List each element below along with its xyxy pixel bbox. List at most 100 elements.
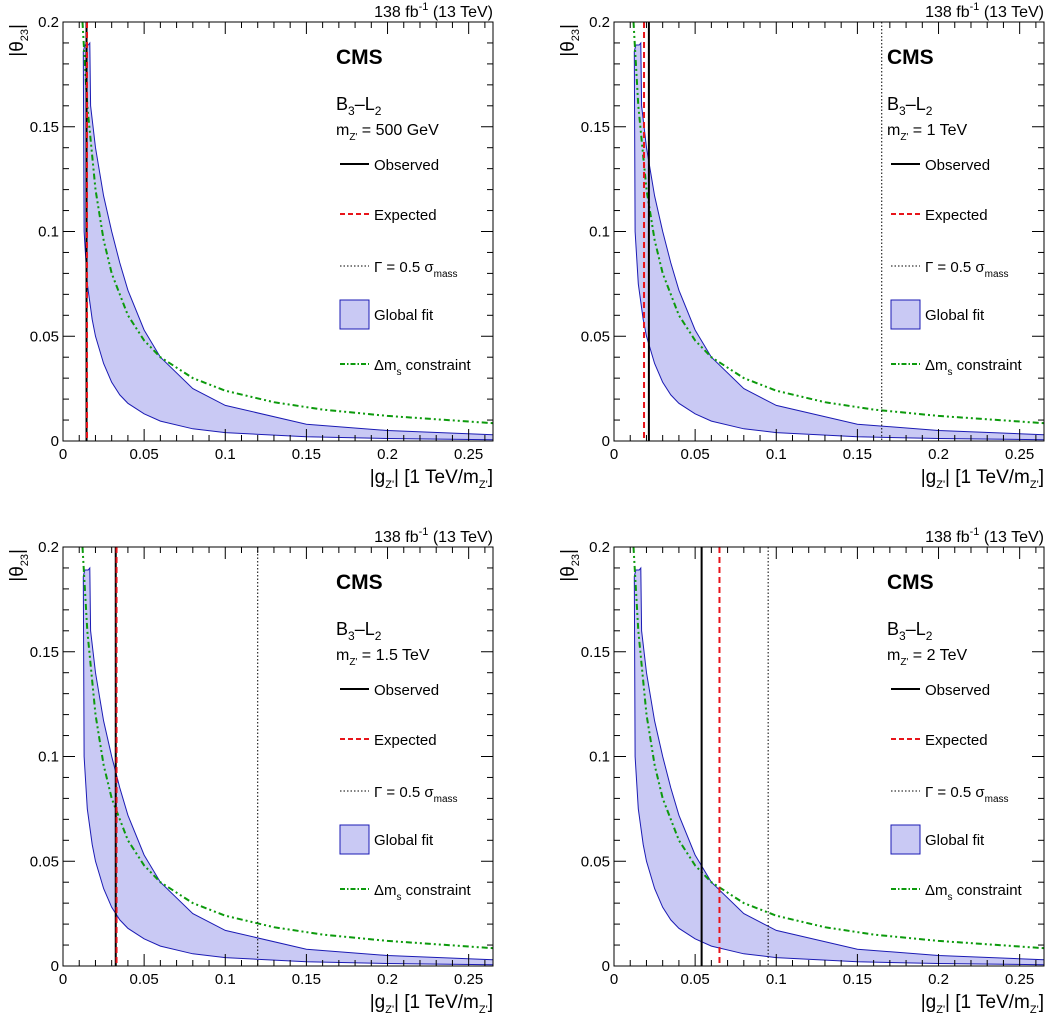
mass-label-part: = 1 TeV bbox=[908, 122, 967, 139]
legend-fit-label-part: Global fit bbox=[374, 832, 434, 849]
x-axis-title-part: | [1 TeV/m bbox=[394, 467, 479, 488]
legend-dms-label-part: Δm bbox=[374, 357, 397, 374]
lumi-energy-label: 138 fb-1 (13 TeV) bbox=[374, 1, 493, 21]
legend-dms-label-part: constraint bbox=[953, 357, 1023, 374]
x-tick-label-part: 0.15 bbox=[843, 971, 872, 988]
y-tick-label: 0.05 bbox=[581, 853, 610, 870]
x-tick-label-part: 0 bbox=[59, 971, 67, 988]
y-tick-label-part: 0.05 bbox=[581, 328, 610, 345]
model-label-part: B bbox=[336, 94, 348, 114]
y-tick-label-part: 0.15 bbox=[30, 119, 59, 136]
mass-label-part: Z' bbox=[349, 132, 357, 143]
lumi-energy-label-part: -1 bbox=[419, 526, 429, 538]
x-axis-title-part: ] bbox=[488, 467, 493, 488]
chart-panel-2: 0 0.05 0.1 0.15 0.2 0.2500.050.10.150.2|gZ'| … bbox=[558, 1, 1045, 491]
x-tick-label-part: 0.15 bbox=[292, 446, 321, 463]
mass-label: mZ' = 500 GeV bbox=[336, 122, 439, 143]
chart-panel-4: 0 0.05 0.1 0.15 0.2 0.2500.050.10.150.2|gZ'| … bbox=[558, 526, 1045, 1016]
y-tick-label: 0.05 bbox=[581, 328, 610, 345]
y-tick-label-part: 0.2 bbox=[589, 539, 610, 556]
x-axis-title: |gZ'| [1 TeV/mZ'] bbox=[370, 992, 493, 1016]
x-axis-title-part: Z' bbox=[385, 1004, 394, 1016]
x-tick-label-part: 0.05 bbox=[681, 446, 710, 463]
x-axis-title-part: Z' bbox=[385, 479, 394, 491]
mass-label: mZ' = 1.5 TeV bbox=[336, 647, 430, 668]
legend-fit-label: Global fit bbox=[925, 307, 985, 324]
x-tick-label-part: 0 bbox=[610, 971, 618, 988]
legend-dms-label-part: s bbox=[948, 892, 953, 903]
lumi-energy-label: 138 fb-1 (13 TeV) bbox=[374, 526, 493, 546]
cms-label-part: CMS bbox=[887, 46, 934, 69]
model-label-part: 3 bbox=[348, 104, 355, 118]
x-tick-label: 0.25 bbox=[454, 446, 483, 463]
y-tick-label: 0.1 bbox=[589, 224, 610, 241]
legend-dms-label-part: constraint bbox=[402, 357, 472, 374]
legend-width-label: Γ = 0.5 σmass bbox=[925, 259, 1009, 280]
chart-panel-1: 0 0.05 0.1 0.15 0.2 0.2500.050.10.150.2|gZ'| … bbox=[7, 1, 494, 491]
x-axis-title-part: Z' bbox=[1030, 479, 1039, 491]
model-label-part: 2 bbox=[926, 104, 933, 118]
lumi-energy-label-part: -1 bbox=[970, 526, 980, 538]
plot-area bbox=[81, 547, 493, 966]
dms-constraint-curve bbox=[81, 547, 493, 950]
y-tick-label-part: 0.2 bbox=[589, 14, 610, 31]
model-label-part: B bbox=[336, 619, 348, 639]
legend-fit-label-part: Global fit bbox=[925, 307, 985, 324]
mass-label-part: = 1.5 TeV bbox=[357, 647, 430, 664]
y-tick-label: 0.15 bbox=[581, 119, 610, 136]
x-tick-label-part: 0 bbox=[610, 446, 618, 463]
x-tick-label: 0 bbox=[610, 446, 618, 463]
lumi-energy-label-part: 138 fb bbox=[925, 4, 970, 21]
y-axis-title: |θ23| bbox=[7, 549, 31, 582]
y-tick-label-part: 0.15 bbox=[30, 644, 59, 661]
y-tick-label-part: 0.1 bbox=[38, 224, 59, 241]
legend-observed-label: Observed bbox=[374, 157, 439, 174]
legend-width-label: Γ = 0.5 σmass bbox=[925, 784, 1009, 805]
legend-width-label-part: Γ = 0.5 σ bbox=[374, 259, 434, 276]
x-tick-label: 0.2 bbox=[377, 446, 398, 463]
legend-width-label-part: Γ = 0.5 σ bbox=[925, 259, 985, 276]
legend-expected-label: Expected bbox=[374, 207, 437, 224]
legend-width-label-part: mass bbox=[434, 269, 458, 280]
x-tick-label: 0.25 bbox=[1005, 971, 1034, 988]
mass-label-part: m bbox=[887, 647, 900, 664]
mass-label-part: Z' bbox=[900, 657, 908, 668]
legend-dms-label-part: Δm bbox=[925, 882, 948, 899]
model-label-part: 2 bbox=[926, 629, 933, 643]
lumi-energy-label-part: (13 TeV) bbox=[979, 529, 1044, 546]
legend-dms-label-part: constraint bbox=[953, 882, 1023, 899]
legend-fit-swatch bbox=[890, 824, 921, 855]
model-label: B3–L2 bbox=[887, 619, 933, 643]
y-axis-title-part: 23 bbox=[19, 29, 31, 41]
y-tick-label: 0.05 bbox=[30, 853, 59, 870]
lumi-energy-label: 138 fb-1 (13 TeV) bbox=[925, 1, 1044, 21]
x-tick-label: 0.2 bbox=[377, 971, 398, 988]
x-axis-title: |gZ'| [1 TeV/mZ'] bbox=[921, 992, 1044, 1016]
model-label-part: –L bbox=[355, 619, 375, 639]
lumi-energy-label-part: 138 fb bbox=[374, 529, 419, 546]
x-tick-label-part: 0.2 bbox=[928, 446, 949, 463]
x-tick-label: 0.15 bbox=[843, 971, 872, 988]
legend-expected-label-part: Expected bbox=[925, 732, 988, 749]
y-tick-label-part: 0.05 bbox=[30, 328, 59, 345]
x-axis-title-part: ] bbox=[488, 992, 493, 1013]
x-axis-title-part: | [1 TeV/m bbox=[945, 992, 1030, 1013]
x-axis-title-part: | [1 TeV/m bbox=[394, 992, 479, 1013]
model-label-part: –L bbox=[906, 619, 926, 639]
x-axis-title-part: Z' bbox=[1030, 1004, 1039, 1016]
dms-constraint-curve bbox=[632, 547, 1044, 950]
cms-label-part: CMS bbox=[336, 46, 383, 69]
plot-area bbox=[81, 22, 493, 441]
y-tick-label: 0 bbox=[602, 433, 610, 450]
y-tick-label-part: 0.15 bbox=[581, 644, 610, 661]
legend-fit-label-part: Global fit bbox=[925, 832, 985, 849]
lumi-energy-label: 138 fb-1 (13 TeV) bbox=[925, 526, 1044, 546]
y-axis-title-part: | bbox=[558, 24, 579, 29]
cms-label: CMS bbox=[887, 571, 934, 594]
y-tick-label-part: 0.1 bbox=[589, 749, 610, 766]
x-tick-label: 0.2 bbox=[928, 446, 949, 463]
x-tick-label-part: 0.15 bbox=[292, 971, 321, 988]
x-axis-title-part: Z' bbox=[479, 479, 488, 491]
x-tick-label: 0.1 bbox=[215, 446, 236, 463]
